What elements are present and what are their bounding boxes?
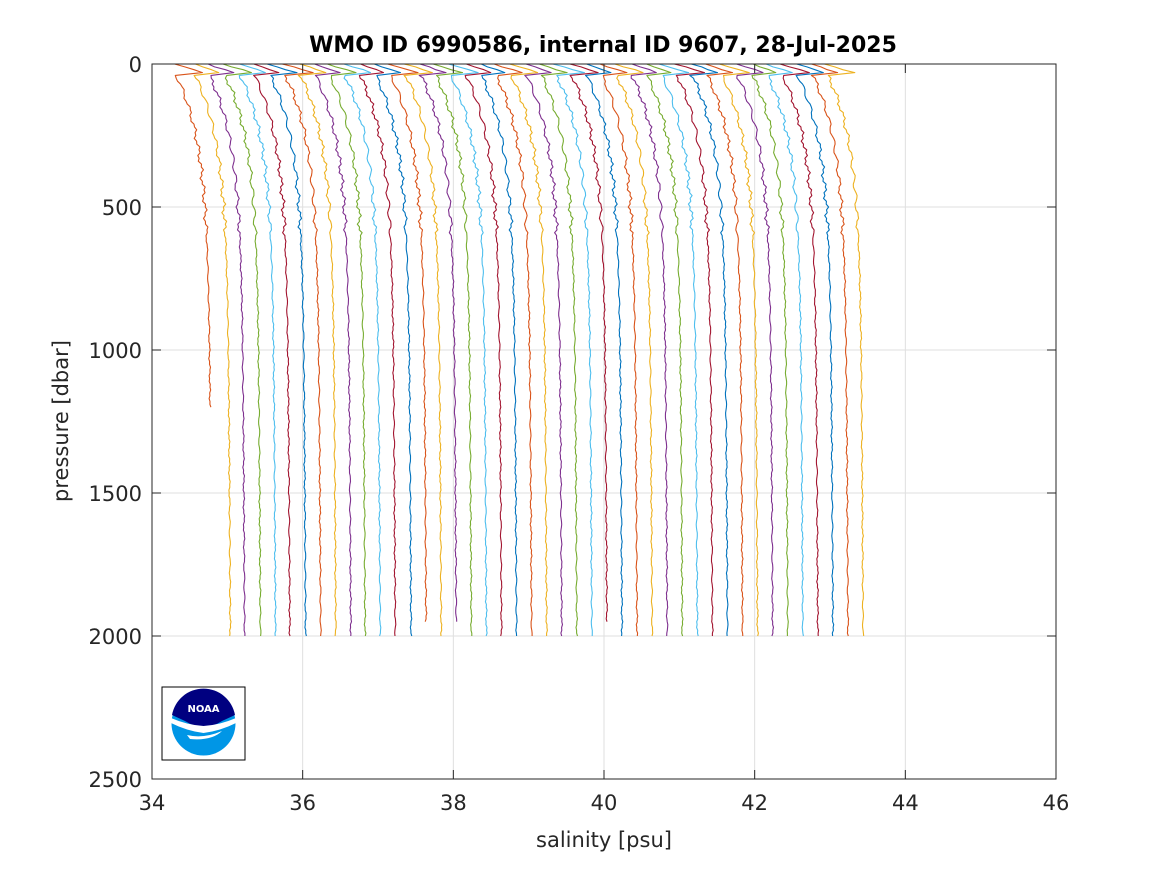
y-tick-label: 0: [129, 53, 142, 77]
profile-line: [207, 63, 246, 636]
x-tick-label: 46: [1043, 791, 1070, 815]
profile-line: [494, 63, 533, 636]
profile-line: [539, 63, 579, 637]
y-axis-label: pressure [dbar]: [49, 340, 73, 502]
profile-line: [779, 63, 820, 637]
x-tick-label: 42: [741, 791, 768, 815]
profile-line: [689, 63, 729, 637]
profile-line: [481, 63, 518, 637]
y-tick-label: 1000: [89, 339, 142, 363]
profile-line: [765, 63, 804, 637]
profile-line: [403, 63, 443, 637]
profile-line: [552, 63, 593, 637]
profile-line: [630, 63, 669, 637]
x-tick-label: 40: [591, 791, 618, 815]
profile-line: [795, 63, 835, 637]
profile-line: [584, 63, 624, 637]
y-tick-label: 2000: [89, 625, 142, 649]
x-axis-label: salinity [psu]: [536, 828, 672, 852]
profile-line: [751, 63, 789, 636]
profile-line: [222, 63, 262, 637]
y-tick-label: 1500: [89, 482, 142, 506]
profile-line: [736, 63, 775, 637]
x-tick-label: 34: [139, 791, 166, 815]
profile-line: [418, 63, 458, 622]
noaa-logo-text: NOAA: [187, 704, 219, 715]
profile-line: [238, 63, 277, 637]
profile-line: [464, 63, 503, 637]
profile-line: [599, 63, 639, 637]
profile-line: [297, 63, 337, 637]
x-tick-label: 44: [892, 791, 919, 815]
y-tick-label: 500: [102, 196, 142, 220]
x-tick-label: 36: [289, 791, 316, 815]
profile-line: [810, 63, 850, 637]
profile-line: [253, 63, 291, 637]
profile-line: [387, 63, 428, 622]
axes: [151, 63, 1057, 780]
profile-line: [281, 63, 322, 637]
profile-line: [509, 63, 548, 636]
y-tick-label: 2500: [89, 768, 142, 792]
profile-line: [569, 63, 609, 622]
profile-line: [327, 63, 367, 637]
profile-line: [374, 63, 413, 637]
profile-line: [674, 63, 714, 636]
profile-lines: [174, 63, 865, 637]
profile-line: [314, 63, 353, 637]
profile-line: [193, 63, 232, 637]
tick-labels: 34 36 38 40 42 44 46 0 500 1000 1500 2000 2500: [89, 53, 1070, 815]
profile-line: [343, 63, 382, 637]
profile-line: [524, 63, 564, 637]
profile-line: [448, 63, 488, 637]
noaa-logo-icon: NOAA: [161, 686, 246, 761]
profile-line: [266, 63, 307, 637]
x-tick-label: 38: [440, 791, 467, 815]
profile-line: [646, 63, 684, 637]
chart-title: WMO ID 6990586, internal ID 9607, 28-Jul…: [309, 33, 897, 58]
profile-line: [719, 63, 759, 637]
profile-line: [658, 63, 699, 637]
profile-line: [614, 63, 654, 637]
profile-line: [432, 63, 473, 636]
profile-line: [174, 63, 212, 408]
profile-line: [705, 63, 744, 637]
profile-line: [358, 63, 397, 637]
profile-line: [824, 63, 865, 637]
